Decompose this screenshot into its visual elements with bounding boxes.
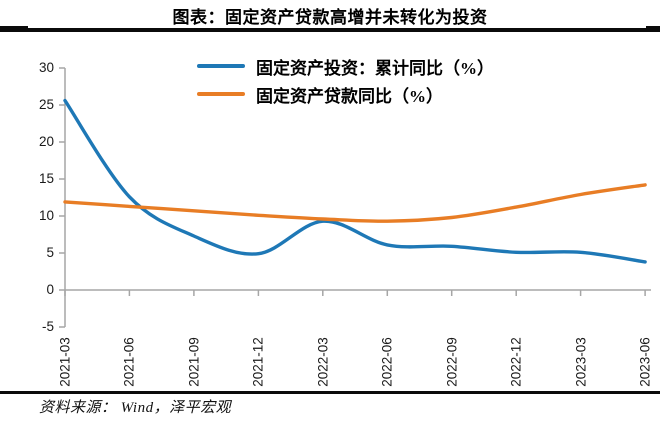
series-line-1 <box>63 183 647 223</box>
x-axis-tick-label: 2022-09 <box>444 337 460 387</box>
x-axis-tick-label: 2021-09 <box>186 337 202 387</box>
x-axis-tick-label: 2021-03 <box>57 337 73 387</box>
y-axis-tick-label: 15 <box>38 171 54 186</box>
x-axis <box>64 289 651 296</box>
top-divider-left-cap <box>0 26 28 32</box>
legend-label-investment: 固定资产投资：累计同比（%） <box>256 58 494 78</box>
x-axis-tick-label: 2023-06 <box>637 337 653 387</box>
investment-line-swatch-icon <box>197 64 245 68</box>
y-axis <box>59 67 66 328</box>
y-axis-tick-label: 20 <box>38 134 54 149</box>
chart-title: 图表：固定资产贷款高增并未转化为投资 <box>172 8 488 27</box>
legend-label-loans: 固定资产贷款同比（%） <box>256 86 443 106</box>
loans-line-swatch-icon <box>197 92 245 96</box>
y-axis-tick-label: 25 <box>38 97 54 112</box>
x-axis-tick-label: 2021-12 <box>250 337 266 387</box>
y-axis-tick-label: 5 <box>46 245 54 260</box>
series-line-0 <box>63 98 647 264</box>
x-axis-tick-label: 2022-06 <box>379 337 395 387</box>
legend-item-investment: 固定资产投资：累计同比（%） <box>197 52 494 80</box>
x-axis-tick-label: 2022-03 <box>315 337 331 387</box>
y-axis-tick-label: -5 <box>41 319 54 334</box>
bottom-divider <box>0 391 660 394</box>
x-axis-tick-label: 2023-03 <box>573 337 589 387</box>
source-note: 资料来源： Wind，泽平宏观 <box>39 400 232 416</box>
y-axis-tick-label: 10 <box>38 208 54 223</box>
top-divider <box>0 28 660 32</box>
x-axis-tick-label: 2022-12 <box>508 337 524 387</box>
y-axis-tick-label: 30 <box>38 60 54 75</box>
x-axis-tick-label: 2021-06 <box>121 337 137 387</box>
top-divider-right-cap <box>646 26 660 32</box>
legend-item-loans: 固定资产贷款同比（%） <box>197 80 494 108</box>
y-axis-tick-label: 0 <box>46 282 54 297</box>
legend: 固定资产投资：累计同比（%） 固定资产贷款同比（%） <box>197 52 494 108</box>
